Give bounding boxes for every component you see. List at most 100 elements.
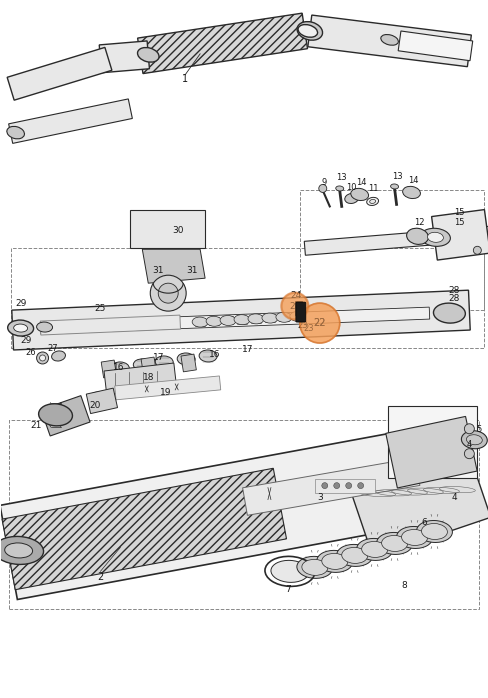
Text: 25: 25	[95, 304, 106, 313]
Polygon shape	[181, 354, 196, 372]
Text: 22: 22	[313, 318, 325, 328]
Text: 2: 2	[97, 572, 103, 582]
Text: 17: 17	[242, 346, 253, 355]
Ellipse shape	[416, 521, 451, 542]
Circle shape	[158, 283, 178, 303]
Ellipse shape	[466, 435, 481, 445]
Polygon shape	[385, 417, 476, 488]
Text: 27: 27	[47, 343, 58, 352]
Ellipse shape	[0, 537, 43, 565]
Text: 16: 16	[112, 364, 124, 373]
Circle shape	[472, 246, 480, 254]
Text: 20: 20	[90, 401, 101, 410]
Text: 28: 28	[448, 294, 459, 303]
Ellipse shape	[206, 316, 222, 326]
Polygon shape	[7, 47, 112, 101]
Circle shape	[357, 482, 363, 489]
Ellipse shape	[401, 530, 427, 545]
Text: 4: 4	[466, 440, 471, 450]
Polygon shape	[86, 388, 117, 414]
Text: 14: 14	[407, 176, 418, 185]
Circle shape	[40, 355, 45, 361]
Ellipse shape	[335, 186, 343, 191]
Text: 14: 14	[356, 178, 366, 187]
Circle shape	[333, 482, 339, 489]
Ellipse shape	[396, 526, 431, 549]
Circle shape	[464, 449, 473, 459]
Ellipse shape	[297, 22, 322, 40]
Polygon shape	[101, 360, 116, 378]
Polygon shape	[12, 290, 469, 350]
Text: 9: 9	[321, 178, 325, 187]
Text: 23: 23	[297, 320, 307, 329]
Ellipse shape	[420, 228, 449, 246]
Text: 21: 21	[30, 422, 41, 430]
Ellipse shape	[321, 554, 347, 570]
Ellipse shape	[37, 322, 52, 332]
Text: 3: 3	[316, 493, 322, 502]
Polygon shape	[294, 301, 301, 315]
Ellipse shape	[427, 232, 443, 242]
Circle shape	[299, 303, 339, 343]
Ellipse shape	[432, 303, 465, 323]
Text: 18: 18	[142, 373, 154, 383]
Ellipse shape	[341, 547, 367, 563]
Ellipse shape	[137, 47, 159, 62]
Polygon shape	[307, 15, 470, 67]
Polygon shape	[346, 438, 488, 557]
Text: 16: 16	[209, 350, 221, 359]
Circle shape	[37, 352, 48, 364]
Ellipse shape	[344, 193, 358, 204]
Ellipse shape	[8, 320, 34, 336]
Text: 19: 19	[159, 388, 171, 397]
Text: 29: 29	[20, 336, 31, 345]
Polygon shape	[104, 363, 176, 395]
Circle shape	[464, 424, 473, 433]
Polygon shape	[40, 315, 180, 335]
FancyBboxPatch shape	[387, 406, 476, 477]
Text: 5: 5	[476, 425, 481, 434]
Text: 15: 15	[453, 208, 464, 217]
Ellipse shape	[402, 186, 420, 198]
Text: 13: 13	[336, 173, 346, 182]
Polygon shape	[397, 31, 472, 61]
Ellipse shape	[390, 184, 398, 189]
Ellipse shape	[350, 188, 368, 200]
Text: 8: 8	[401, 581, 407, 590]
Ellipse shape	[275, 312, 291, 322]
Circle shape	[150, 275, 186, 311]
Ellipse shape	[461, 431, 486, 449]
Ellipse shape	[247, 314, 264, 324]
Text: 15: 15	[453, 218, 464, 227]
Polygon shape	[304, 226, 488, 255]
Text: 13: 13	[391, 172, 402, 181]
Text: 1: 1	[182, 74, 188, 84]
Polygon shape	[0, 421, 475, 600]
Ellipse shape	[177, 353, 195, 365]
Ellipse shape	[380, 34, 398, 45]
Circle shape	[281, 293, 307, 319]
Ellipse shape	[155, 356, 173, 368]
Ellipse shape	[88, 392, 112, 408]
Ellipse shape	[296, 556, 332, 579]
Ellipse shape	[421, 524, 447, 540]
Text: 24: 24	[290, 290, 301, 299]
Ellipse shape	[270, 560, 308, 582]
Circle shape	[280, 292, 308, 320]
Ellipse shape	[298, 24, 317, 37]
Ellipse shape	[301, 559, 327, 575]
Ellipse shape	[356, 538, 392, 560]
Circle shape	[318, 184, 326, 193]
Polygon shape	[41, 307, 429, 334]
Text: 31: 31	[186, 266, 198, 275]
Circle shape	[299, 303, 339, 343]
Ellipse shape	[361, 542, 387, 558]
Polygon shape	[242, 458, 419, 515]
Ellipse shape	[376, 533, 412, 554]
Ellipse shape	[369, 200, 375, 203]
Circle shape	[345, 482, 351, 489]
FancyBboxPatch shape	[314, 479, 374, 493]
Text: 29: 29	[15, 299, 26, 308]
Ellipse shape	[316, 551, 352, 572]
Ellipse shape	[220, 315, 236, 325]
